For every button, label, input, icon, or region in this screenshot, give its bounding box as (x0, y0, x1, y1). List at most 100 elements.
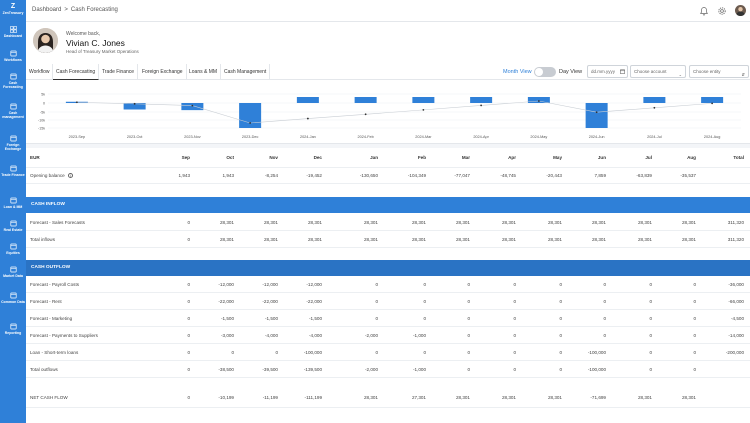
x-tick-label: 2024-Apr (473, 135, 489, 139)
cell-value: Jan (370, 155, 378, 160)
y-tick-label: -10k (38, 119, 45, 123)
sidebar-item-workflows[interactable]: Workflows (0, 50, 26, 62)
tab-loans-mm[interactable]: Loans & MM (186, 64, 222, 80)
cell-value: -130,650 (359, 173, 378, 178)
month-view-label[interactable]: Month View (503, 69, 532, 75)
cell-value: Jul (645, 155, 652, 160)
cell-value: -100,000 (303, 349, 322, 355)
cell-value: 0 (603, 315, 606, 321)
chart-bar[interactable] (181, 103, 204, 111)
chart-bar[interactable] (296, 97, 319, 103)
info-icon[interactable]: i (68, 173, 73, 178)
cell-total: 311,320 (727, 219, 744, 225)
cell-value: -22,000 (306, 298, 322, 304)
sidebar-item-common-data[interactable]: Common Data (0, 292, 26, 304)
tab-cash-forecasting[interactable]: Cash Forecasting (53, 64, 100, 80)
cell-value: -104,349 (407, 173, 426, 178)
sidebar-item-cash-management[interactable]: Cash management (0, 103, 26, 119)
chart-bar[interactable] (239, 103, 262, 128)
opening-balance-row-label: Opening balance (30, 173, 65, 178)
chart-bar[interactable] (527, 97, 550, 103)
cell-value: 0 (467, 366, 470, 372)
cell-value: 0 (649, 281, 652, 287)
cell-value: 0 (187, 236, 190, 242)
account-select[interactable]: Choose account ⌄ (630, 65, 686, 78)
sidebar-item-trade-finance[interactable]: Trade Finance (0, 165, 26, 177)
cell-value: 0 (187, 298, 190, 304)
sidebar-item-label: Trade Finance (1, 173, 25, 177)
tab-trade-finance[interactable]: Trade Finance (99, 64, 139, 80)
outflow-row-label: Forecast - Payroll Costs (30, 281, 80, 287)
cell-value: -71,699 (590, 395, 606, 400)
chart-point[interactable] (537, 100, 540, 102)
chart-bar[interactable] (354, 97, 377, 103)
user-avatar-small[interactable] (735, 5, 746, 16)
chart-point[interactable] (480, 104, 483, 107)
sidebar-item-foreign-exchange[interactable]: Foreign Exchange (0, 135, 26, 151)
chart-bar[interactable] (701, 97, 724, 103)
chart-bar[interactable] (470, 97, 493, 103)
chart-point[interactable] (595, 111, 598, 114)
cash-outflow-section: CASH OUTFLOW (26, 260, 750, 276)
chart-point[interactable] (75, 101, 78, 104)
cell-value: Mar (461, 155, 470, 160)
sidebar-item-cash-forecasting[interactable]: Cash Forecasting (0, 73, 26, 89)
sidebar-item-reporting[interactable]: Reporting (0, 323, 26, 335)
chart-bar[interactable] (412, 97, 435, 103)
chart-point[interactable] (191, 104, 194, 107)
chart-point[interactable] (364, 113, 367, 116)
date-input[interactable]: dd.mm.yyyy (587, 65, 628, 78)
cell-value: Aug (687, 155, 696, 160)
cell-value: May (553, 155, 562, 160)
cell-value: 0 (467, 298, 470, 304)
tab-cash-management[interactable]: Cash Management (221, 64, 271, 80)
chart-point[interactable] (422, 108, 425, 111)
sidebar-item-equities[interactable]: Equities (0, 243, 26, 255)
chart-point[interactable] (249, 122, 252, 124)
sidebar-item-market-data[interactable]: Market Data (0, 266, 26, 278)
tab-foreign-exchange[interactable]: Foreign Exchange (139, 64, 187, 80)
entity-select[interactable]: Choose entity ⇵ (689, 65, 749, 78)
x-tick-label: 2024-Jun (589, 135, 605, 139)
bell-icon[interactable] (699, 6, 709, 16)
cell-value: -12,000 (306, 281, 322, 287)
chart-point[interactable] (711, 102, 714, 105)
sidebar-item-label: Common Data (1, 300, 25, 304)
chart-bar[interactable] (585, 103, 608, 128)
common-data-icon (9, 292, 17, 299)
brand-logo[interactable]: Z ZenTreasury (0, 3, 26, 15)
calendar-icon[interactable] (620, 69, 625, 74)
user-role: Head of Treasury Market Operations (66, 49, 139, 54)
chart-point[interactable] (653, 106, 656, 109)
cell-value: -22,000 (262, 298, 278, 304)
real-estate-icon (9, 220, 17, 227)
y-tick-label: 5k (41, 93, 45, 97)
cell-value: 28,301 (681, 236, 696, 242)
cell-value: 28,301 (501, 236, 516, 242)
tab-workflow[interactable]: Workflow (26, 64, 54, 80)
sidebar-item-dashboard[interactable]: Dashboard (0, 26, 26, 38)
cell-value: -48,745 (500, 173, 516, 178)
cell-total: Total (733, 155, 744, 160)
cell-value: 0 (513, 366, 516, 372)
outflow-row-label: Forecast - Payments to Suppliers (30, 332, 98, 338)
chart-point[interactable] (306, 117, 309, 120)
chart-bar[interactable] (123, 103, 146, 110)
cell-value: -22,000 (218, 298, 234, 304)
cell-total: 311,320 (727, 236, 744, 242)
gear-icon[interactable] (717, 6, 727, 16)
breadcrumb-root[interactable]: Dashboard (32, 7, 62, 13)
day-view-label[interactable]: Day View (559, 69, 583, 75)
cell-value: 28,301 (591, 236, 606, 242)
cell-value: 28,301 (547, 236, 562, 242)
cell-value: 0 (559, 315, 562, 321)
view-toggle[interactable] (534, 67, 556, 77)
sidebar-item-loan[interactable]: Loan & MM (0, 197, 26, 209)
sidebar-item-label: Cash management (2, 111, 24, 119)
chevron-updown-icon: ⇵ (741, 72, 745, 77)
cell-value: 0 (275, 349, 278, 355)
sidebar-item-real-estate[interactable]: Real Estate (0, 220, 26, 232)
chart-point[interactable] (133, 102, 136, 105)
cash-inflow-section: CASH INFLOW (26, 197, 750, 213)
chart-bar[interactable] (643, 97, 666, 103)
